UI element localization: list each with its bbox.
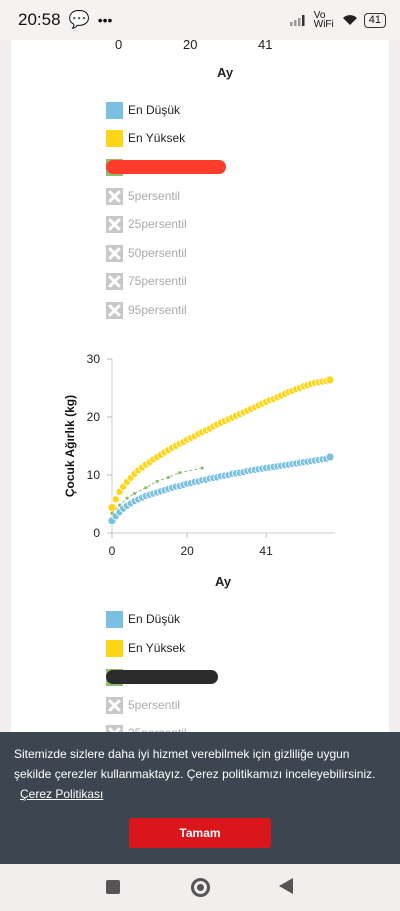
legend-label: En Düşük — [128, 612, 181, 626]
legend-item-en-dusuk[interactable]: En Düşük — [106, 100, 180, 120]
disabled-swatch-icon — [106, 187, 123, 205]
legend-swatch — [106, 639, 123, 657]
accept-cookies-button[interactable]: Tamam — [129, 818, 271, 848]
redacted-scribble — [106, 670, 218, 684]
max-series-point — [325, 375, 335, 385]
network-label: Vo WiFi — [313, 10, 334, 30]
legend-label: En Yüksek — [128, 131, 186, 145]
chat-notification-icon: 💬 — [68, 10, 90, 29]
more-notifications-icon: ••• — [97, 12, 113, 28]
legend-item-50persentil[interactable]: 50persentil — [106, 243, 187, 263]
legend-label: 5persentil — [128, 189, 181, 203]
x-tick-label: 41 — [259, 544, 273, 558]
y-tick-label: 10 — [87, 468, 101, 482]
disabled-swatch-icon — [106, 301, 123, 319]
weight-chart: 0 10 20 30 0 20 41 Çocuk Ağırlık (kg) — [63, 352, 335, 558]
legend-item-child[interactable] — [106, 157, 226, 177]
cookie-policy-link[interactable]: Çerez Politikası — [20, 787, 104, 801]
legend-swatch — [106, 129, 123, 147]
wifi-icon — [342, 15, 357, 25]
y-tick-label: 30 — [87, 352, 101, 366]
back-icon[interactable] — [279, 878, 293, 894]
y-axis-label: Çocuk Ağırlık (kg) — [63, 395, 77, 497]
cookie-banner: Sitemizde sizlere daha iyi hizmet verebi… — [0, 732, 400, 864]
legend-item-25persentil[interactable]: 25persentil — [106, 214, 187, 234]
legend-label: 75persentil — [128, 274, 187, 288]
redacted-scribble — [106, 160, 226, 174]
legend-item-5persentil[interactable]: 5persentil — [106, 695, 180, 715]
x-tick: 20 — [183, 37, 198, 52]
disabled-swatch-icon — [106, 696, 123, 714]
max-series-point — [107, 503, 117, 512]
battery-indicator: 41 — [363, 12, 386, 28]
legend-swatch — [106, 610, 123, 628]
disabled-swatch-icon — [106, 215, 123, 233]
cookie-text-block: Sitemizde sizlere daha iyi hizmet verebi… — [14, 744, 386, 804]
legend-item-child[interactable] — [106, 667, 218, 687]
legend-item-95persentil[interactable]: 95persentil — [106, 300, 187, 320]
legend-label: 95persentil — [128, 303, 187, 317]
clock: 20:58 — [18, 10, 61, 29]
y-tick-label: 20 — [87, 410, 101, 424]
y-tick-label: 0 — [93, 526, 100, 540]
disabled-swatch-icon — [106, 244, 123, 262]
legend-label: 50persentil — [128, 246, 187, 260]
x-tick: 0 — [115, 37, 123, 52]
child-weight-point — [155, 479, 159, 483]
legend-item-75persentil[interactable]: 75persentil — [106, 271, 187, 291]
legend-label: 5persentil — [128, 698, 181, 712]
x-tick-label: 20 — [180, 544, 194, 558]
legend-label: 25persentil — [128, 217, 187, 231]
child-weight-point — [200, 466, 204, 470]
legend-item-en-yuksek[interactable]: En Yüksek — [106, 128, 185, 148]
home-icon[interactable] — [191, 878, 210, 897]
x-axis-label: Ay — [215, 574, 232, 589]
child-weight-point — [132, 491, 137, 496]
status-bar: 20:58 💬 ••• Vo WiFi 41 — [0, 0, 400, 40]
child-weight-point — [117, 503, 122, 507]
legend-swatch — [106, 101, 123, 119]
x-tick-label: 0 — [109, 544, 116, 558]
child-weight-point — [125, 496, 129, 500]
legend-item-en-yuksek[interactable]: En Yüksek — [106, 638, 185, 658]
x-tick: 41 — [258, 37, 273, 52]
signal-icon — [289, 15, 305, 26]
child-weight-point — [166, 475, 170, 479]
legend-item-en-dusuk[interactable]: En Düşük — [106, 609, 180, 629]
max-series-point — [111, 495, 120, 504]
x-axis-label: Ay — [217, 65, 234, 80]
cookie-message: Sitemizde sizlere daha iyi hizmet verebi… — [14, 747, 376, 781]
min-series-point — [325, 452, 335, 462]
child-weight-point — [110, 511, 114, 515]
child-weight-point — [178, 471, 182, 475]
recent-apps-icon[interactable] — [106, 880, 120, 894]
child-weight-point — [144, 486, 148, 490]
legend-label: En Yüksek — [128, 641, 186, 655]
disabled-swatch-icon — [106, 272, 123, 290]
legend-item-5persentil[interactable]: 5persentil — [106, 186, 180, 206]
legend-label: En Düşük — [128, 103, 181, 117]
